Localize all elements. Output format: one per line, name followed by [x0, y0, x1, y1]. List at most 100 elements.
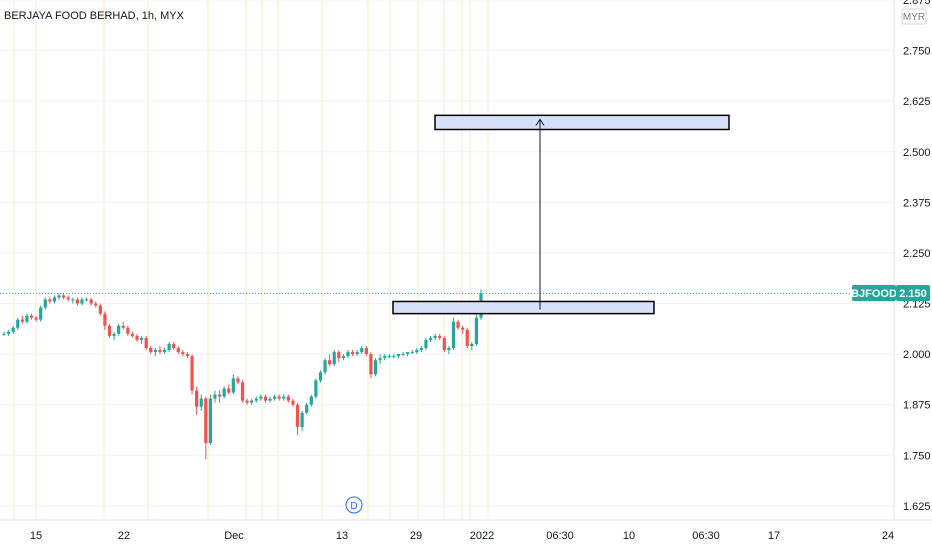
drawings-layer[interactable]: [392, 114, 730, 315]
candle-body: [323, 360, 327, 373]
candle-body: [383, 356, 387, 359]
candle-body: [6, 331, 11, 334]
candle-body: [291, 400, 295, 405]
x-tick-label: 22: [118, 530, 130, 542]
candle-body: [305, 404, 309, 413]
candle-body: [263, 396, 268, 401]
y-tick-label: 1.875: [903, 400, 931, 412]
candle-body: [346, 352, 350, 357]
candle-body: [250, 400, 254, 403]
candle-body: [360, 348, 364, 353]
candle-body: [103, 313, 107, 326]
time-axis[interactable]: 15 22 Dec 13 29 2022 06:30 10 06:30 17 24: [30, 530, 894, 542]
candle-body: [410, 352, 414, 354]
candle-body: [181, 352, 185, 355]
candle-body: [282, 396, 286, 399]
candle-body: [392, 356, 396, 358]
candle-body: [11, 327, 15, 332]
currency-box[interactable]: [901, 8, 927, 25]
x-tick-label: 06:30: [546, 530, 574, 542]
candle-body: [66, 297, 70, 300]
candle-body: [62, 295, 66, 298]
candle-body: [213, 394, 217, 399]
candle-body: [217, 394, 222, 397]
candle-body: [84, 299, 89, 301]
candle-body: [130, 333, 135, 336]
candle-body: [126, 327, 130, 334]
dividend-marker-label: D: [350, 501, 357, 512]
candle-body: [415, 350, 419, 353]
symbol-tag-label: BJFOOD: [851, 288, 897, 300]
x-tick-label: Dec: [224, 530, 244, 542]
candle-body: [341, 356, 346, 359]
y-tick-label: 2.500: [903, 147, 931, 159]
candle-body: [80, 299, 84, 304]
candle-body: [153, 350, 157, 353]
target-zone-rect[interactable]: [434, 114, 730, 131]
candle-body: [240, 382, 245, 401]
candle-body: [227, 388, 231, 393]
candle-body: [387, 356, 391, 358]
candle-body: [337, 352, 341, 359]
candle-body: [406, 352, 410, 355]
candle-body: [204, 398, 208, 444]
candle-body: [231, 378, 235, 393]
candle-body: [20, 319, 24, 322]
candle-body: [52, 297, 57, 302]
x-tick-label: 13: [336, 530, 348, 542]
candle-body: [428, 337, 433, 340]
x-tick-label: 15: [30, 530, 42, 542]
base-zone-rect[interactable]: [392, 300, 655, 315]
candle-body: [149, 348, 153, 353]
symbol-tag: [852, 285, 896, 301]
arrow-head-icon: [535, 118, 545, 126]
candle-body: [470, 343, 474, 346]
candle-body: [135, 335, 139, 340]
candle-body: [39, 307, 43, 320]
candle-body: [364, 348, 368, 355]
y-tick-label: 2.125: [903, 299, 931, 311]
candle-body: [277, 396, 281, 399]
price-axis[interactable]: 2.875 2.750 2.625 2.500 2.375 2.250 2.125 2.000…: [903, 0, 931, 513]
candle-body: [433, 335, 437, 338]
candle-body: [89, 299, 93, 304]
candle-body: [117, 325, 121, 334]
last-price-value: 2.150: [899, 288, 927, 300]
candle-body: [43, 299, 47, 308]
candle-body: [355, 352, 359, 355]
candle-body: [300, 412, 304, 427]
x-tick-label: 06:30: [692, 530, 720, 542]
candle-body: [295, 404, 300, 427]
candle-body: [71, 299, 75, 301]
candle-body: [222, 388, 226, 397]
candle-body: [16, 319, 20, 328]
candle-body: [158, 350, 162, 353]
candle-body: [176, 348, 180, 353]
session-lines: [13, 0, 489, 520]
candle-body: [447, 348, 451, 351]
y-tick-label: 2.000: [903, 349, 931, 361]
candle-body: [75, 299, 79, 304]
dividend-marker-icon[interactable]: [345, 496, 363, 514]
candle-body: [172, 343, 176, 349]
candle-body: [25, 315, 29, 322]
candle-body: [378, 358, 382, 361]
candle-body: [438, 335, 442, 338]
candle-body: [442, 337, 446, 351]
candle-body: [268, 398, 272, 401]
candle-body: [419, 348, 423, 351]
y-tick-label: 2.875: [903, 0, 931, 7]
candle-body: [451, 321, 456, 349]
candle-body: [208, 398, 212, 444]
candle-body: [373, 360, 378, 375]
candle-body: [190, 356, 194, 391]
x-tick-label: 10: [623, 530, 635, 542]
candle-body: [396, 354, 401, 357]
last-price-tag: [896, 285, 930, 301]
candle-body: [254, 398, 258, 401]
candle-body: [328, 360, 332, 365]
candle-body: [144, 337, 148, 349]
y-tick-label: 1.625: [903, 501, 931, 513]
x-tick-label: 2022: [470, 530, 494, 542]
